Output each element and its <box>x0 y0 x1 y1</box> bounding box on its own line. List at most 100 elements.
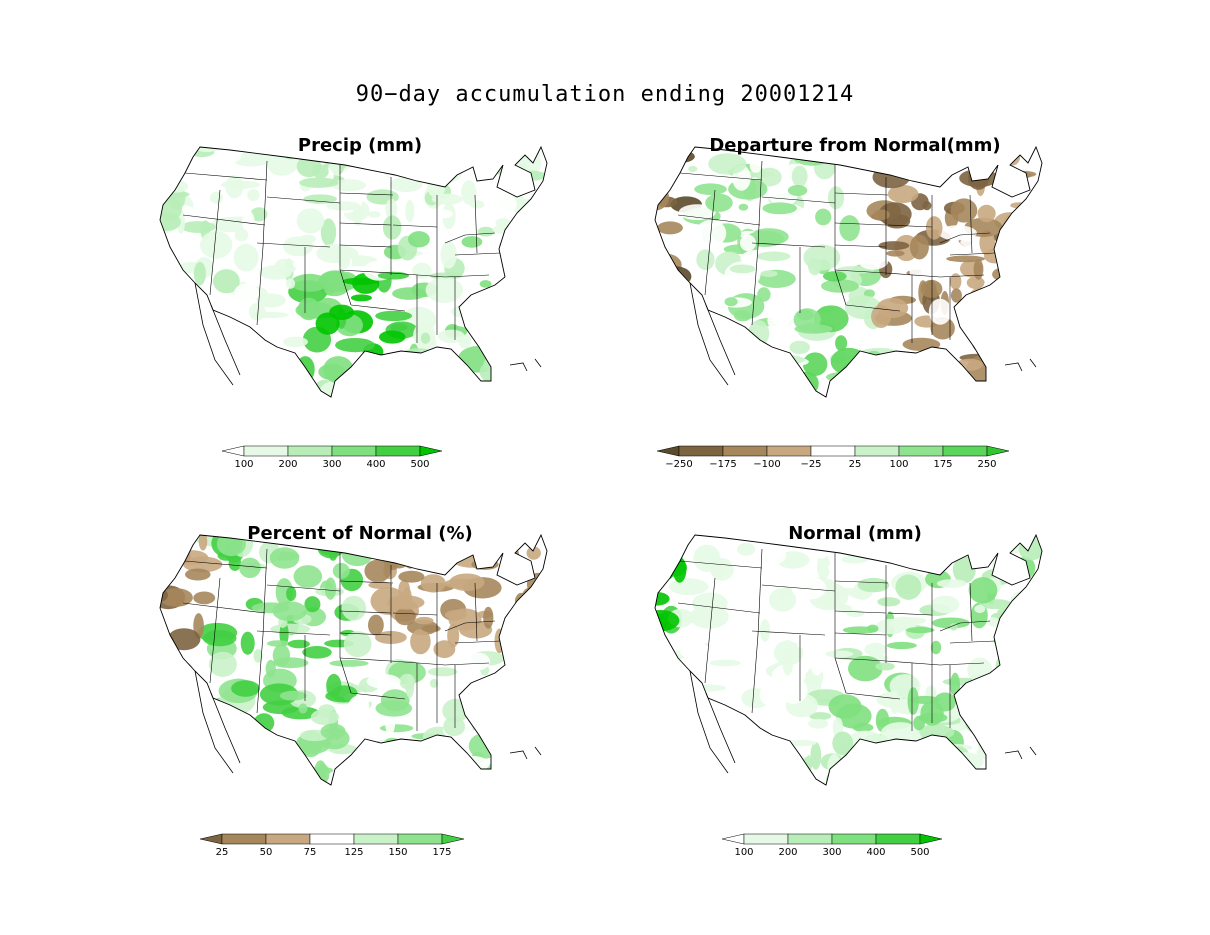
shaded-region <box>656 368 666 391</box>
shaded-region <box>885 743 908 760</box>
shaded-region <box>976 774 1009 781</box>
shaded-region <box>773 747 809 756</box>
shaded-region <box>295 356 315 383</box>
shaded-region <box>193 591 216 605</box>
shaded-region <box>198 535 208 551</box>
shaded-region <box>483 382 507 395</box>
shaded-region <box>660 266 692 287</box>
shaded-region <box>842 626 878 634</box>
shaded-region <box>918 368 949 393</box>
colorbar-swatch <box>265 833 311 845</box>
shaded-region <box>267 204 290 227</box>
shaded-region <box>387 595 425 610</box>
shaded-region <box>265 659 276 678</box>
shaded-region <box>316 243 354 264</box>
shaded-region <box>909 234 929 260</box>
shaded-region <box>528 245 538 265</box>
shaded-region <box>331 179 367 192</box>
shaded-region <box>967 657 993 683</box>
shaded-region <box>960 382 980 397</box>
shaded-region <box>160 184 172 196</box>
colorbar: 100 200 300 400 500 <box>221 445 443 470</box>
shaded-region <box>160 157 183 172</box>
shaded-region <box>488 154 518 175</box>
shaded-region <box>713 720 726 746</box>
shaded-region <box>762 720 799 729</box>
shaded-region <box>874 762 887 785</box>
shaded-region <box>205 303 214 323</box>
shaded-region <box>408 231 430 248</box>
shaded-region <box>680 325 689 349</box>
shaded-region <box>1024 347 1042 372</box>
shaded-region <box>253 713 275 733</box>
shaded-region <box>160 309 170 320</box>
shaded-region <box>366 674 401 689</box>
shaded-region <box>835 374 869 394</box>
shaded-region <box>303 194 337 204</box>
shaded-region <box>977 701 1016 715</box>
shaded-region <box>272 601 307 622</box>
shaded-region <box>962 303 983 323</box>
shaded-region <box>936 579 967 588</box>
colorbar-tick-label: 100 <box>734 847 753 858</box>
colorbar-swatch <box>287 445 333 457</box>
shaded-region <box>181 337 191 360</box>
shaded-region <box>987 617 1000 627</box>
shaded-region <box>728 354 756 361</box>
shaded-region <box>167 682 185 706</box>
shaded-region <box>1021 722 1037 734</box>
shaded-region <box>864 642 887 657</box>
shaded-region <box>389 177 423 193</box>
shaded-region <box>692 736 719 764</box>
shaded-region <box>386 389 419 397</box>
shaded-region <box>364 559 391 583</box>
shaded-region <box>825 768 856 785</box>
shaded-region <box>479 280 492 288</box>
shaded-region <box>390 323 408 332</box>
shaded-region <box>239 557 261 578</box>
shaded-region <box>525 214 547 226</box>
shaded-region <box>839 215 860 242</box>
shaded-region <box>913 744 954 755</box>
shaded-region <box>247 189 260 201</box>
shaded-region <box>467 690 501 715</box>
shaded-region <box>160 178 171 194</box>
shaded-region <box>979 313 996 342</box>
shaded-region <box>500 322 513 338</box>
shaded-region <box>201 328 234 344</box>
shaded-region <box>827 564 842 571</box>
island-outlines <box>1004 358 1037 372</box>
shaded-region <box>750 779 765 785</box>
shaded-region <box>729 264 756 274</box>
colorbar-tick-label: −25 <box>800 459 821 470</box>
shaded-region <box>832 731 854 756</box>
shaded-region <box>160 352 166 370</box>
shaded-region <box>163 740 193 766</box>
shaded-region <box>748 383 770 397</box>
shaded-region <box>425 277 463 303</box>
shaded-region <box>288 773 304 785</box>
shaded-region <box>429 678 439 688</box>
shaded-region <box>231 357 265 379</box>
shaded-region <box>401 760 438 775</box>
shaded-region <box>420 574 446 593</box>
shaded-region <box>200 231 233 259</box>
shaded-region <box>728 343 755 352</box>
shaded-region <box>489 292 520 314</box>
colorbar-swatch <box>375 445 421 457</box>
shaded-region <box>302 646 332 659</box>
shaded-region <box>848 752 858 775</box>
shaded-region <box>461 301 495 312</box>
shaded-region <box>435 385 456 394</box>
shaded-region <box>966 384 984 397</box>
shaded-region <box>661 680 681 702</box>
shaded-region <box>287 639 310 649</box>
shaded-region <box>848 655 883 682</box>
shaded-region <box>770 305 792 326</box>
coastline <box>654 145 1043 398</box>
shaded-region <box>813 156 836 180</box>
shaded-region <box>177 737 193 747</box>
baja-coastline <box>689 670 736 774</box>
shaded-region <box>655 754 672 770</box>
state-boundaries <box>677 160 996 343</box>
